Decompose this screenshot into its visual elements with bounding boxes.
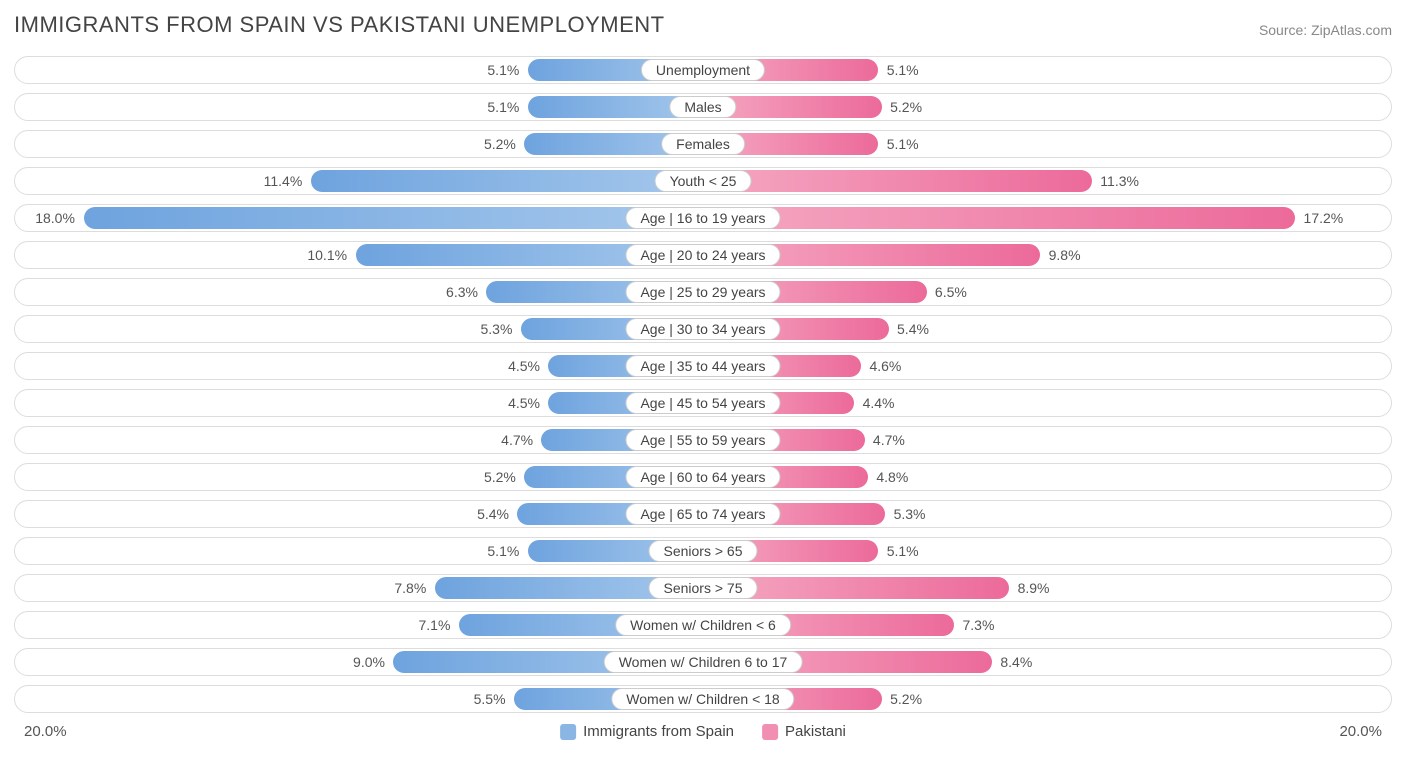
value-right: 8.9% [1018, 580, 1050, 596]
value-left: 7.8% [394, 580, 426, 596]
category-label: Age | 45 to 54 years [625, 392, 780, 414]
value-right: 8.4% [1000, 654, 1032, 670]
category-label: Females [661, 133, 745, 155]
value-right: 5.1% [887, 543, 919, 559]
category-label: Age | 55 to 59 years [625, 429, 780, 451]
category-label: Seniors > 75 [649, 577, 758, 599]
value-left: 5.1% [487, 543, 519, 559]
chart-row: 5.5% 5.2% Women w/ Children < 18 [14, 681, 1392, 717]
chart-row: 6.3% 6.5% Age | 25 to 29 years [14, 274, 1392, 310]
category-label: Age | 60 to 64 years [625, 466, 780, 488]
chart-row: 5.2% 4.8% Age | 60 to 64 years [14, 459, 1392, 495]
value-right: 5.4% [897, 321, 929, 337]
value-left: 5.3% [481, 321, 513, 337]
chart-row: 4.5% 4.6% Age | 35 to 44 years [14, 348, 1392, 384]
bar-right [703, 207, 1295, 229]
legend-swatch-left [560, 724, 576, 740]
value-right: 9.8% [1049, 247, 1081, 263]
value-right: 5.1% [887, 62, 919, 78]
value-left: 10.1% [307, 247, 347, 263]
diverging-bar-chart: 5.1%5.1%Unemployment5.1%5.2%Males5.2%5.1… [14, 52, 1392, 717]
chart-row: 5.1% 5.1% Unemployment [14, 52, 1392, 88]
category-label: Women w/ Children < 18 [611, 688, 794, 710]
category-label: Males [669, 96, 736, 118]
value-right: 4.6% [869, 358, 901, 374]
value-right: 7.3% [962, 617, 994, 633]
value-left: 4.5% [508, 395, 540, 411]
value-right: 11.3% [1100, 173, 1139, 189]
chart-title: IMMIGRANTS FROM SPAIN VS PAKISTANI UNEMP… [14, 12, 665, 38]
bar-right [703, 170, 1092, 192]
value-left: 5.2% [484, 469, 516, 485]
chart-row: 18.0% 17.2% Age | 16 to 19 years [14, 200, 1392, 236]
chart-row: 9.0% 8.4% Women w/ Children 6 to 17 [14, 644, 1392, 680]
chart-row: 7.1% 7.3% Women w/ Children < 6 [14, 607, 1392, 643]
chart-row: 4.7% 4.7% Age | 55 to 59 years [14, 422, 1392, 458]
value-left: 4.5% [508, 358, 540, 374]
legend: Immigrants from Spain Pakistani [560, 723, 846, 740]
chart-row: 5.2% 5.1% Females [14, 126, 1392, 162]
value-left: 5.1% [487, 99, 519, 115]
category-label: Women w/ Children < 6 [615, 614, 791, 636]
legend-label-right: Pakistani [785, 723, 846, 740]
value-right: 5.1% [887, 136, 919, 152]
category-label: Seniors > 65 [649, 540, 758, 562]
value-right: 4.8% [876, 469, 908, 485]
chart-footer: 20.0% Immigrants from Spain Pakistani 20… [14, 721, 1392, 749]
chart-row: 10.1% 9.8% Age | 20 to 24 years [14, 237, 1392, 273]
chart-row: 5.1% 5.2% Males [14, 89, 1392, 125]
value-right: 4.4% [863, 395, 895, 411]
category-label: Unemployment [641, 59, 765, 81]
legend-label-left: Immigrants from Spain [583, 723, 734, 740]
value-right: 5.2% [890, 691, 922, 707]
category-label: Age | 30 to 34 years [625, 318, 780, 340]
chart-row: 5.4% 5.3% Age | 65 to 74 years [14, 496, 1392, 532]
value-right: 6.5% [935, 284, 967, 300]
value-left: 6.3% [446, 284, 478, 300]
category-label: Age | 65 to 74 years [625, 503, 780, 525]
chart-row: 11.4% 11.3% Youth < 25 [14, 163, 1392, 199]
category-label: Age | 35 to 44 years [625, 355, 780, 377]
value-left: 5.1% [487, 62, 519, 78]
value-right: 4.7% [873, 432, 905, 448]
chart-row: 4.5% 4.4% Age | 45 to 54 years [14, 385, 1392, 421]
category-label: Youth < 25 [655, 170, 752, 192]
value-left: 5.5% [474, 691, 506, 707]
value-left: 7.1% [418, 617, 450, 633]
value-left: 5.4% [477, 506, 509, 522]
category-label: Age | 25 to 29 years [625, 281, 780, 303]
bar-left [311, 170, 703, 192]
value-left: 11.4% [264, 173, 303, 189]
legend-item-right: Pakistani [762, 723, 846, 740]
value-left: 5.2% [484, 136, 516, 152]
chart-row: 5.1% 5.1% Seniors > 65 [14, 533, 1392, 569]
category-label: Women w/ Children 6 to 17 [604, 651, 803, 673]
value-right: 5.2% [890, 99, 922, 115]
category-label: Age | 16 to 19 years [625, 207, 780, 229]
chart-header: IMMIGRANTS FROM SPAIN VS PAKISTANI UNEMP… [14, 12, 1392, 38]
chart-source: Source: ZipAtlas.com [1259, 22, 1392, 38]
category-label: Age | 20 to 24 years [625, 244, 780, 266]
value-left: 4.7% [501, 432, 533, 448]
chart-row: 7.8% 8.9% Seniors > 75 [14, 570, 1392, 606]
chart-row: 5.3% 5.4% Age | 30 to 34 years [14, 311, 1392, 347]
axis-max-left: 20.0% [24, 723, 67, 740]
value-left: 18.0% [35, 210, 75, 226]
value-right: 17.2% [1304, 210, 1344, 226]
value-right: 5.3% [894, 506, 926, 522]
axis-max-right: 20.0% [1339, 723, 1382, 740]
legend-swatch-right [762, 724, 778, 740]
legend-item-left: Immigrants from Spain [560, 723, 734, 740]
value-left: 9.0% [353, 654, 385, 670]
bar-left [84, 207, 703, 229]
